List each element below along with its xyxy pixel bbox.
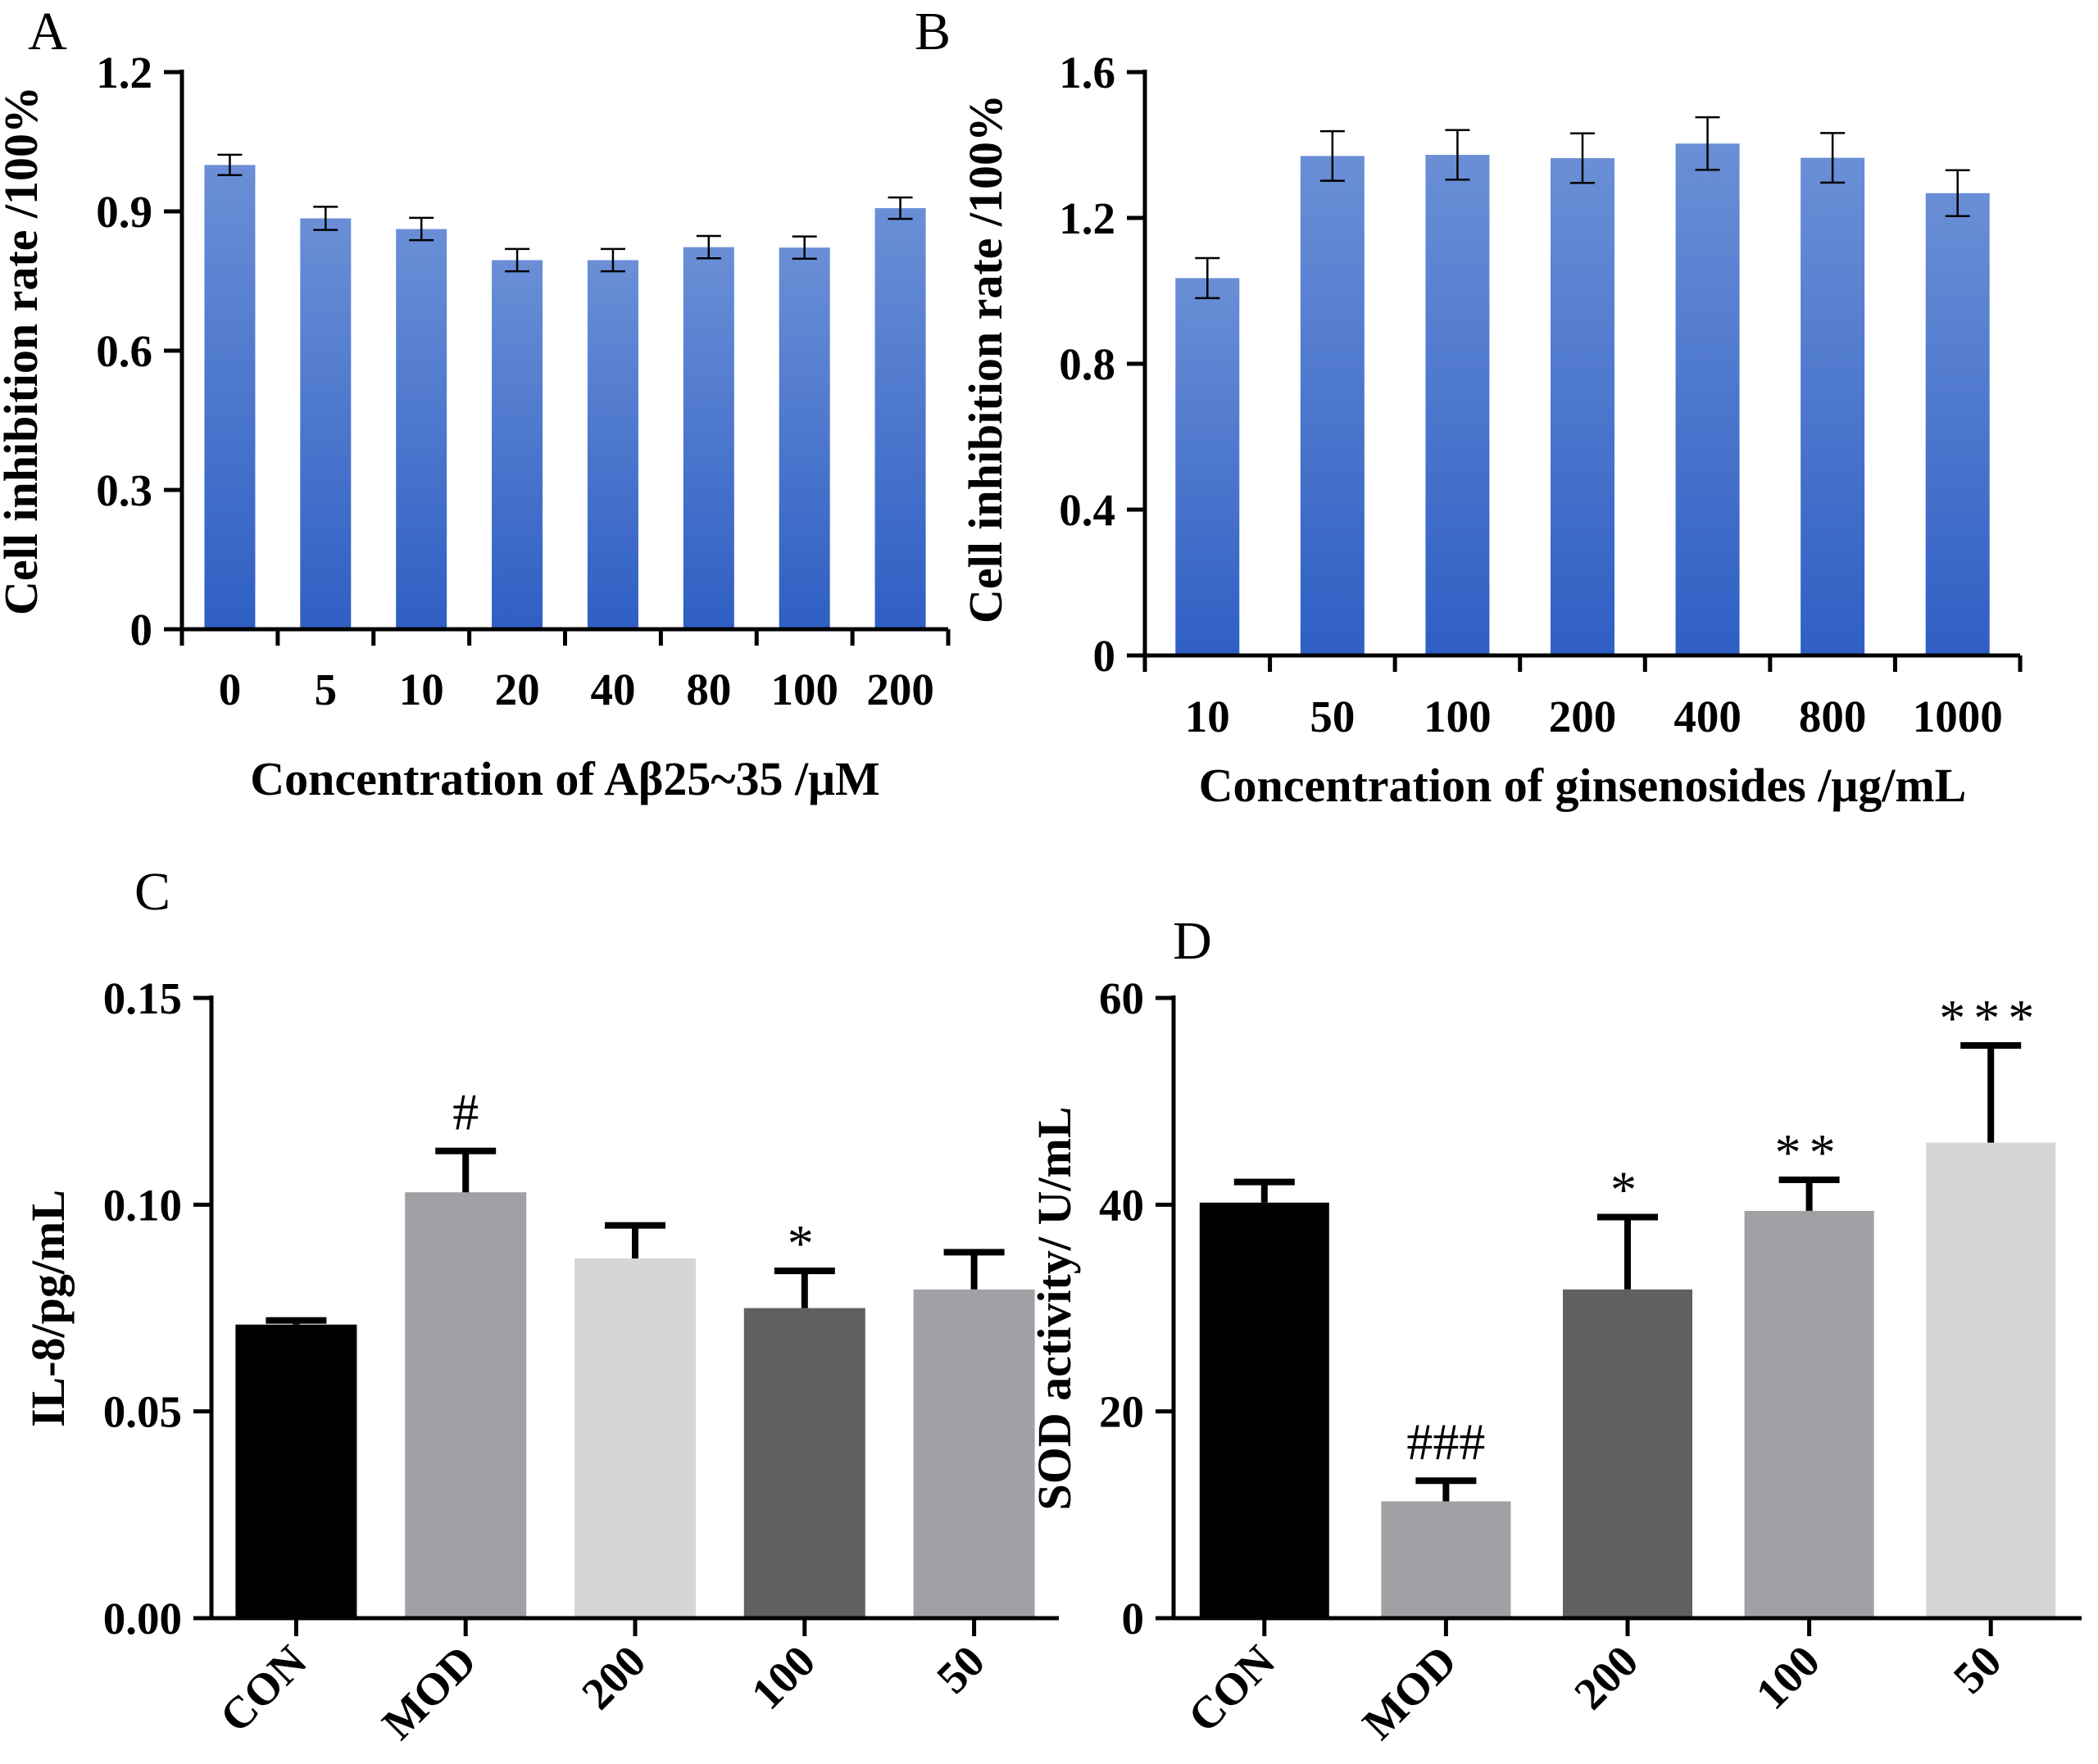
- x-tick-label: 200: [1564, 1635, 1647, 1718]
- bar-400: [1675, 143, 1740, 656]
- y-tick-label: 1.6: [1059, 48, 1115, 97]
- bar-100: [779, 247, 830, 629]
- x-tick-label: 10: [399, 664, 444, 714]
- x-tick-label: 0: [219, 664, 242, 714]
- bar-800: [1801, 157, 1865, 655]
- y-tick-label: 0.8: [1059, 339, 1115, 389]
- panel-label: C: [134, 862, 170, 922]
- bar-0: [204, 165, 256, 630]
- y-tick-label: 0.9: [96, 187, 152, 237]
- x-tick-label: 50: [1944, 1635, 2011, 1703]
- x-tick-label: 100: [1424, 692, 1492, 741]
- y-tick-label: 0.3: [96, 465, 152, 515]
- y-tick-label: 0.05: [103, 1387, 182, 1437]
- y-tick-label: 1.2: [96, 48, 152, 97]
- bar-200: [874, 208, 926, 630]
- bar-100: [743, 1308, 865, 1618]
- significance-mark-100: *: [788, 1214, 822, 1272]
- x-tick-label: 50: [1310, 692, 1355, 741]
- x-tick-label: 100: [1746, 1635, 1829, 1718]
- x-tick-label: 5: [315, 664, 338, 714]
- y-axis-label: Cell inhibition rate /100%: [0, 86, 48, 615]
- bar-200: [574, 1258, 696, 1618]
- x-tick-label: MOD: [1353, 1635, 1466, 1748]
- y-tick-label: 40: [1099, 1180, 1144, 1230]
- x-tick-label: 40: [590, 664, 635, 714]
- bar-50: [913, 1289, 1035, 1618]
- x-axis-label: Concentration of Aβ25~35 /μM: [250, 752, 880, 805]
- bar-200: [1551, 158, 1614, 655]
- x-axis-label: Concentration of ginsenosides /μg/mL: [1199, 759, 1967, 812]
- y-tick-label: 60: [1099, 973, 1144, 1023]
- bar-20: [492, 260, 543, 629]
- x-tick-label: 10: [1185, 692, 1230, 741]
- panel-label: D: [1173, 911, 1212, 971]
- x-tick-label: 100: [770, 664, 838, 714]
- y-tick-label: 0.4: [1059, 485, 1115, 535]
- bar-10: [396, 229, 447, 629]
- y-tick-label: 0.10: [103, 1180, 182, 1230]
- bar-CON: [1199, 1202, 1329, 1618]
- bar-40: [587, 260, 638, 629]
- significance-mark-100: **: [1775, 1123, 1844, 1181]
- y-tick-label: 20: [1099, 1387, 1144, 1437]
- x-tick-label: 80: [686, 664, 731, 714]
- bar-5: [300, 218, 352, 629]
- bar-80: [683, 247, 734, 629]
- bar-MOD: [405, 1192, 527, 1618]
- bar-1000: [1925, 193, 1990, 656]
- y-tick-label: 0: [1093, 631, 1116, 681]
- y-tick-label: 0.00: [103, 1594, 182, 1644]
- y-tick-label: 1.2: [1059, 193, 1115, 243]
- panel-label: A: [28, 2, 67, 61]
- bar-200: [1563, 1289, 1692, 1618]
- panel-A: A 0 0.3 0.6 0.9 1.2 0 5 10 20 40 80 100 200 Concentrat…: [0, 2, 951, 805]
- x-tick-label: CON: [1178, 1635, 1285, 1742]
- bar-50: [1300, 156, 1365, 656]
- panel-C: C # * 0.00 0.05 0.10 0.15 CON MOD 200 100 50 IL-8/pg…: [21, 862, 1059, 1749]
- significance-mark-200: *: [1610, 1160, 1645, 1218]
- y-axis-label: SOD activity/ U/mL: [1028, 1107, 1081, 1511]
- significance-mark-MOD: ###: [1406, 1413, 1485, 1471]
- y-tick-label: 0.6: [96, 326, 152, 376]
- x-tick-label: MOD: [373, 1635, 486, 1748]
- significance-mark-50: ***: [1939, 989, 2042, 1047]
- x-tick-label: 20: [495, 664, 540, 714]
- y-axis-label: Cell inhibition rate /100%: [959, 94, 1012, 624]
- bar-50: [1926, 1142, 2056, 1618]
- x-tick-label: 800: [1799, 692, 1867, 741]
- y-tick-label: 0.15: [103, 973, 182, 1023]
- bar-100: [1744, 1210, 1874, 1618]
- bar-MOD: [1381, 1501, 1511, 1618]
- x-tick-label: 400: [1673, 692, 1742, 741]
- bar-CON: [235, 1324, 357, 1618]
- y-tick-label: 0: [130, 605, 153, 655]
- panel-B: B 0 0.4 0.8 1.2 1.6 10 50 100 200 400 800 1000 Concen…: [915, 2, 2023, 812]
- panel-label: B: [915, 2, 951, 61]
- significance-mark-MOD: #: [452, 1083, 479, 1141]
- x-tick-label: 100: [742, 1635, 824, 1718]
- y-tick-label: 0: [1122, 1594, 1145, 1644]
- y-axis-label: IL-8/pg/mL: [21, 1190, 75, 1427]
- x-tick-label: 50: [927, 1635, 994, 1703]
- bar-100: [1425, 155, 1490, 655]
- x-tick-label: 200: [1549, 692, 1617, 741]
- x-tick-label: CON: [210, 1635, 316, 1742]
- x-tick-label: 200: [572, 1635, 655, 1718]
- bar-10: [1175, 278, 1240, 655]
- x-tick-label: 1000: [1913, 692, 2003, 741]
- x-tick-label: 200: [866, 664, 934, 714]
